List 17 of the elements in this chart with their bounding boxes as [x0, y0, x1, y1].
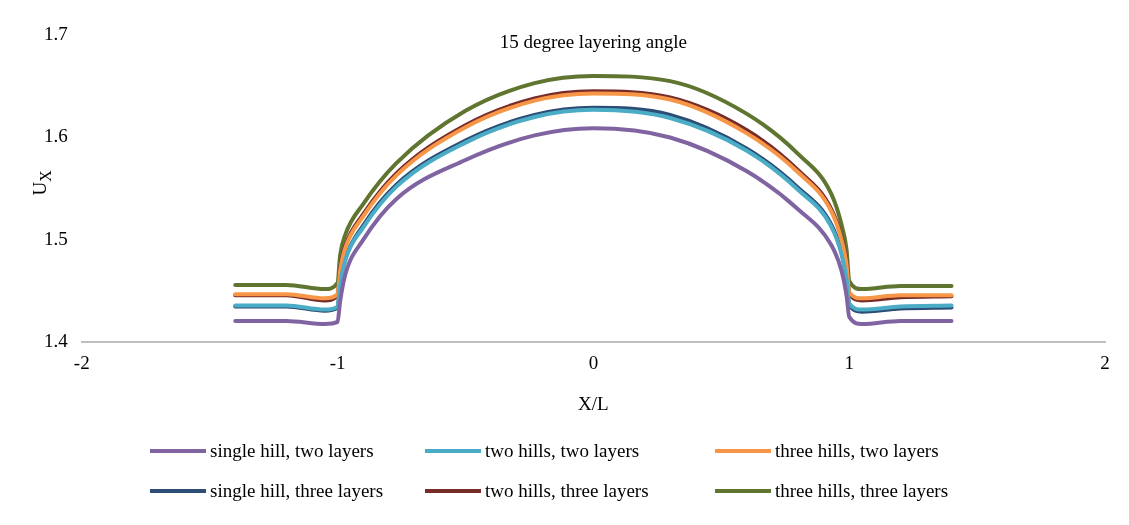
legend-label: two hills, three layers — [485, 480, 649, 502]
chart-title: 15 degree layering angle — [499, 30, 688, 52]
legend-label: single hill, two layers — [210, 440, 374, 462]
x-tick-label: 0 — [588, 351, 599, 373]
x-tick-label: 1 — [844, 351, 854, 373]
y-tick-label: 1.4 — [44, 330, 69, 352]
x-axis-title: X/L — [578, 392, 609, 414]
legend-label: three hills, three layers — [775, 480, 949, 502]
legend-label: three hills, two layers — [775, 440, 939, 462]
x-tick-label: -1 — [329, 351, 346, 373]
legend-label: two hills, two layers — [485, 440, 640, 462]
y-tick-label: 1.7 — [44, 22, 68, 44]
legend-label: single hill, three layers — [210, 480, 384, 502]
x-tick-label: -2 — [73, 351, 90, 373]
y-tick-label: 1.6 — [44, 125, 68, 147]
x-tick-label: 2 — [1100, 351, 1110, 373]
y-tick-label: 1.5 — [44, 227, 68, 249]
